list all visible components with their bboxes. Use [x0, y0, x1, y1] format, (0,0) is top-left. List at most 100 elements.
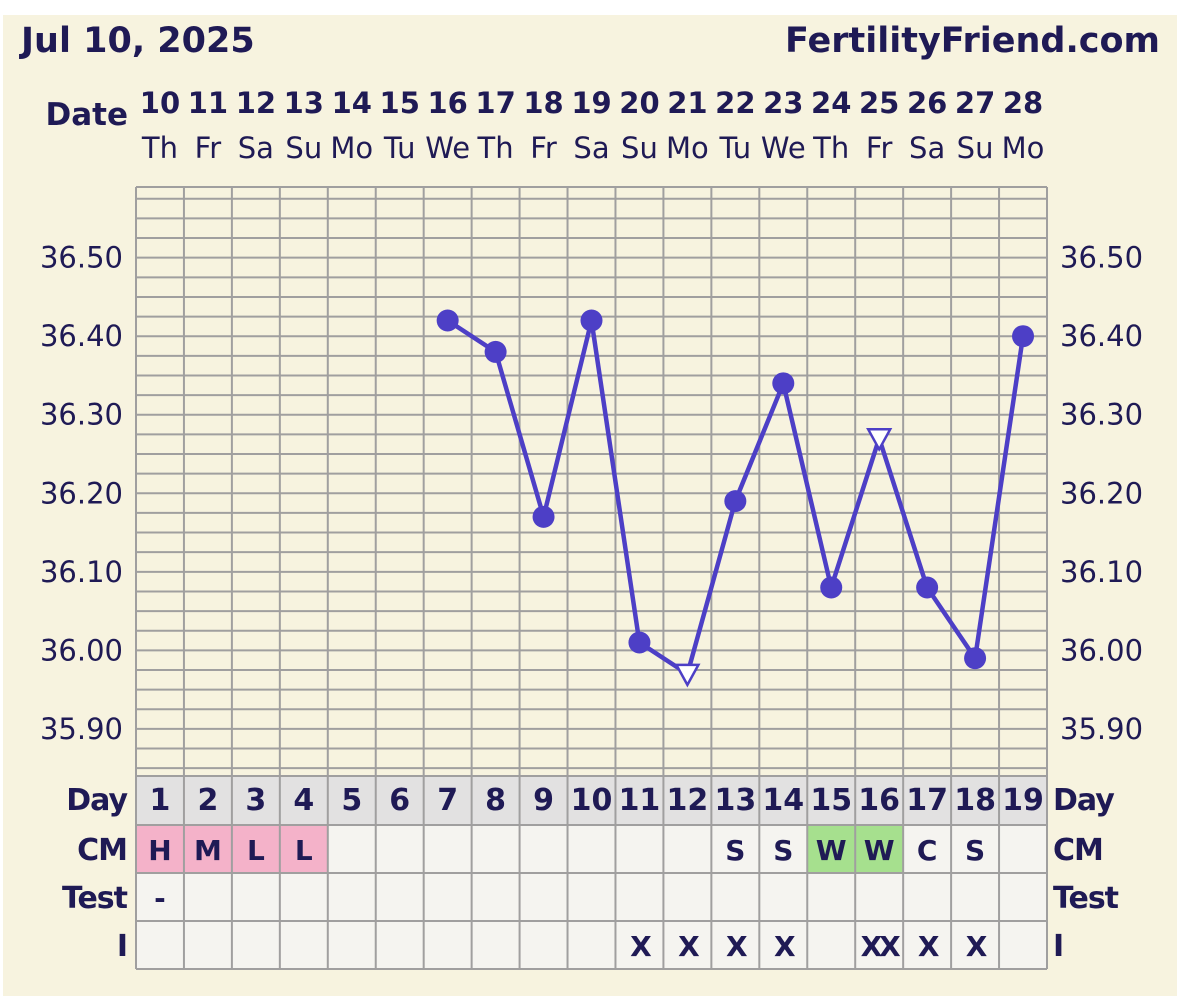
cm-value: W — [816, 834, 847, 867]
temp-point-open-21 — [674, 663, 701, 688]
cycle-day-17: 17 — [906, 783, 948, 818]
date-21: 21 — [667, 86, 707, 120]
date-13: 13 — [284, 86, 324, 120]
cycle-day-5: 5 — [341, 783, 362, 818]
date-11: 11 — [188, 86, 228, 120]
temp-point-24 — [820, 576, 843, 599]
y-tick-left-36.10: 36.10 — [40, 555, 123, 589]
date-label: Date — [46, 97, 129, 133]
date-19: 19 — [571, 86, 611, 120]
cycle-day-4: 4 — [293, 783, 314, 818]
cycle-day-1: 1 — [150, 783, 171, 818]
y-tick-right-36.30: 36.30 — [1060, 398, 1143, 432]
y-tick-left-36.00: 36.00 — [40, 633, 123, 667]
date-27: 27 — [955, 86, 995, 120]
date-28: 28 — [1003, 86, 1043, 120]
cycle-day-6: 6 — [389, 783, 410, 818]
date-20: 20 — [619, 86, 659, 120]
date-12: 12 — [236, 86, 276, 120]
intercourse-value: XX — [861, 930, 902, 963]
weekday-17: Th — [477, 131, 514, 165]
y-tick-right-36.00: 36.00 — [1060, 633, 1143, 667]
weekday-23: We — [761, 131, 806, 165]
day-label-right: Day — [1053, 783, 1115, 818]
cm-value: W — [864, 834, 895, 867]
intercourse-label-right: I — [1053, 929, 1063, 964]
temp-point-19 — [580, 309, 603, 332]
cm-label-left: CM — [77, 833, 127, 868]
temp-point-open-25 — [866, 428, 893, 452]
temp-point-22 — [724, 490, 747, 513]
cycle-day-7: 7 — [437, 783, 458, 818]
cm-value: S — [965, 834, 985, 867]
cm-cell-3 — [231, 825, 280, 873]
cycle-day-9: 9 — [533, 783, 554, 818]
weekday-20: Su — [621, 131, 658, 165]
weekday-21: Mo — [666, 131, 709, 165]
date-22: 22 — [715, 86, 755, 120]
cm-label-right: CM — [1053, 833, 1103, 868]
test-value: - — [154, 882, 166, 915]
date-25: 25 — [859, 86, 899, 120]
y-tick-right-36.40: 36.40 — [1060, 319, 1143, 353]
cm-value: C — [917, 834, 938, 867]
chart-date: Jul 10, 2025 — [19, 21, 255, 61]
temp-point-27 — [964, 647, 987, 670]
temp-point-23 — [772, 372, 795, 395]
y-tick-right-36.10: 36.10 — [1060, 555, 1143, 589]
test-label-right: Test — [1053, 881, 1119, 916]
chart-panel: Jul 10, 2025 FertilityFriend.com Date 10 Th 1… — [3, 15, 1177, 996]
cycle-day-13: 13 — [714, 783, 756, 818]
temp-point-20 — [628, 631, 651, 654]
weekday-24: Th — [812, 131, 849, 165]
day-row-bg — [136, 776, 1047, 825]
weekday-19: Sa — [573, 131, 609, 165]
y-tick-left-36.20: 36.20 — [40, 476, 123, 510]
y-tick-right-36.50: 36.50 — [1060, 241, 1143, 275]
cycle-day-14: 14 — [762, 783, 804, 818]
date-18: 18 — [523, 86, 563, 120]
intercourse-label-left: I — [117, 929, 127, 964]
temp-point-16 — [436, 309, 459, 332]
y-tick-left-36.40: 36.40 — [40, 319, 123, 353]
date-24: 24 — [811, 86, 851, 120]
weekday-27: Su — [957, 131, 994, 165]
weekday-18: Fr — [530, 131, 557, 165]
y-tick-left-36.50: 36.50 — [40, 241, 123, 275]
cm-value: L — [247, 834, 265, 867]
temp-point-26 — [916, 576, 939, 599]
weekday-11: Fr — [195, 131, 222, 165]
date-26: 26 — [907, 86, 947, 120]
date-16: 16 — [427, 86, 467, 120]
temp-point-18 — [532, 505, 555, 528]
date-15: 15 — [380, 86, 420, 120]
weekday-28: Mo — [1002, 131, 1045, 165]
cm-cell-2 — [183, 825, 232, 873]
cycle-day-2: 2 — [197, 783, 218, 818]
date-23: 23 — [763, 86, 803, 120]
weekday-26: Sa — [909, 131, 945, 165]
y-tick-left-36.30: 36.30 — [40, 398, 123, 432]
cycle-day-3: 3 — [245, 783, 266, 818]
cycle-day-19: 19 — [1002, 783, 1044, 818]
test-label-left: Test — [62, 881, 128, 916]
cycle-day-15: 15 — [810, 783, 852, 818]
cycle-day-16: 16 — [858, 783, 900, 818]
cm-cell-4 — [279, 825, 328, 873]
y-tick-right-36.20: 36.20 — [1060, 476, 1143, 510]
cm-cell-1 — [136, 825, 184, 873]
cycle-day-18: 18 — [954, 783, 996, 818]
cm-value: S — [773, 834, 793, 867]
date-14: 14 — [332, 86, 372, 120]
temp-point-28 — [1012, 325, 1035, 348]
weekday-15: Tu — [383, 131, 416, 165]
date-17: 17 — [475, 86, 515, 120]
cm-value: L — [295, 834, 313, 867]
weekday-12: Sa — [238, 131, 274, 165]
site-name: FertilityFriend.com — [785, 21, 1160, 61]
cm-cell-15 — [807, 825, 856, 873]
weekday-16: We — [425, 131, 470, 165]
weekday-13: Su — [285, 131, 322, 165]
cm-value: S — [725, 834, 745, 867]
bbt-chart: Jul 10, 2025 FertilityFriend.com Date 10 Th 1… — [19, 21, 1160, 970]
